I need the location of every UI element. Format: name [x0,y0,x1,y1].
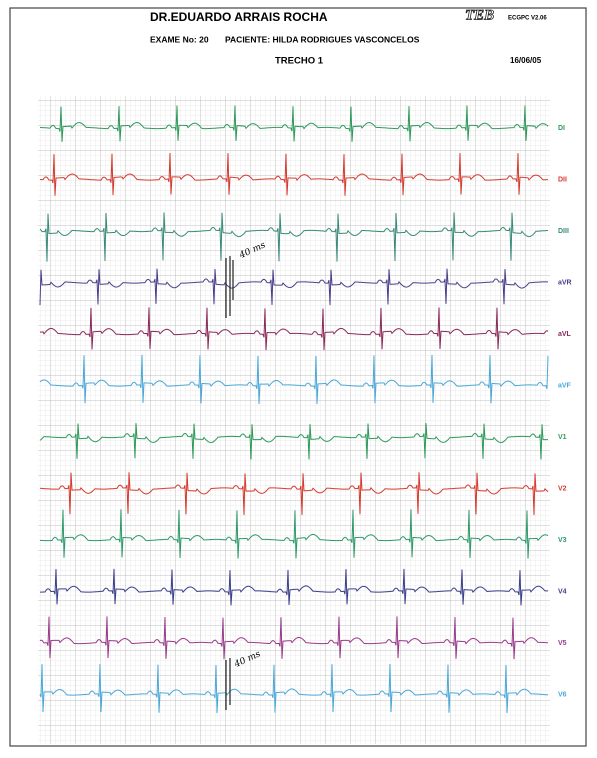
doctor-name: DR.EDUARDO ARRAIS ROCHA [150,10,328,24]
lead-label: V4 [558,588,567,595]
lead-label: V5 [558,640,567,647]
lead-label: aVL [558,331,572,338]
logo: TEB [465,7,494,23]
exam-number: EXAME No: 20 [150,34,209,44]
lead-label: V3 [558,537,567,544]
lead-label: V2 [558,485,567,492]
ecg-grid [38,96,550,744]
lead-label: V6 [558,691,567,698]
lead-label: DI [558,125,565,132]
lead-label: V1 [558,434,567,441]
lead-label: aVR [558,279,572,286]
lead-label: DII [558,176,567,183]
exam-date: 16/06/05 [510,56,542,65]
lead-label: DIII [558,228,569,235]
patient-name: PACIENTE: HILDA RODRIGUES VASCONCELOS [225,34,420,44]
lead-label: aVF [558,382,572,389]
software-version: ECGPC V2.06 [508,16,547,22]
ecg-page: DR.EDUARDO ARRAIS ROCHA TEB ECGPC V2.06 … [0,0,597,753]
segment-title: TRECHO 1 [275,56,324,67]
